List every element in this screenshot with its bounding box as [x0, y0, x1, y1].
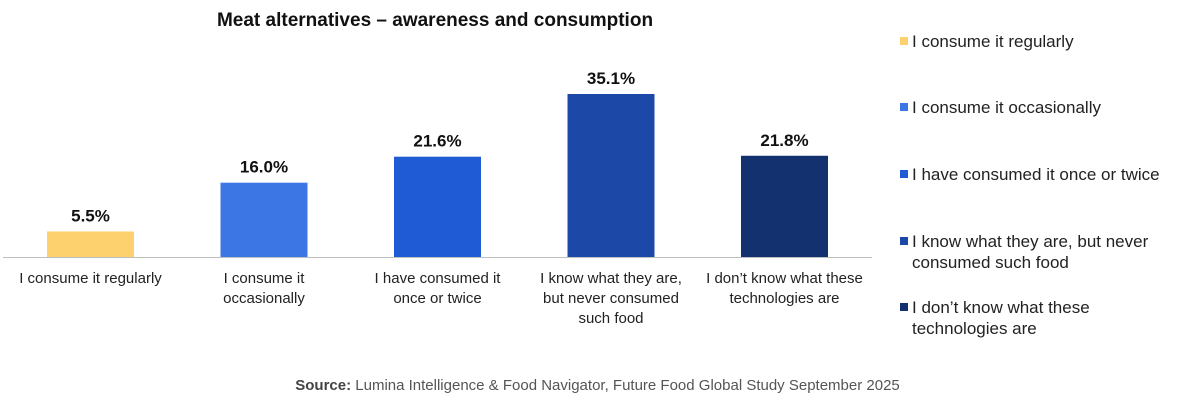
data-label: 5.5% — [71, 206, 110, 225]
legend-swatch — [900, 170, 908, 178]
legend-label: I don’t know what these technologies are — [912, 298, 1090, 338]
source-label: Source: — [295, 377, 352, 394]
legend-swatch — [900, 237, 908, 245]
bar — [394, 156, 481, 257]
data-label: 35.1% — [587, 69, 635, 88]
legend-swatch — [900, 303, 908, 311]
chart-title: Meat alternatives – awareness and consum… — [216, 10, 654, 31]
legend-label: I consume it occasionally — [912, 98, 1101, 117]
bar — [47, 231, 134, 257]
source-text: Lumina Intelligence & Food Navigator, Fu… — [351, 377, 900, 394]
x-tick-label: I consume it regularly — [19, 270, 162, 287]
legend-label: I know what they are, but never consumed… — [912, 232, 1149, 272]
legend-label: I have consumed it once or twice — [912, 165, 1160, 184]
x-tick-label: I don’t know what these technologies are — [706, 270, 863, 307]
bar — [220, 182, 308, 257]
bar — [741, 155, 828, 257]
source-note: Source: Lumina Intelligence & Food Navig… — [0, 377, 1195, 394]
x-tick-label: I know what they are, but never consumed s… — [540, 270, 682, 327]
x-tick-label: I have consumed it once or twice — [375, 270, 502, 307]
legend-swatch — [900, 37, 908, 45]
legend-label: I consume it regularly — [912, 32, 1074, 51]
data-label: 16.0% — [240, 158, 288, 177]
x-tick-label: I consume it occasionally — [223, 270, 305, 307]
data-label: 21.6% — [413, 132, 461, 151]
legend-swatch — [900, 103, 908, 111]
bar-chart: 5.5% I consume it regularly 16.0% I consume… — [3, 69, 872, 327]
data-label: 21.8% — [760, 131, 808, 150]
bar — [567, 94, 655, 257]
